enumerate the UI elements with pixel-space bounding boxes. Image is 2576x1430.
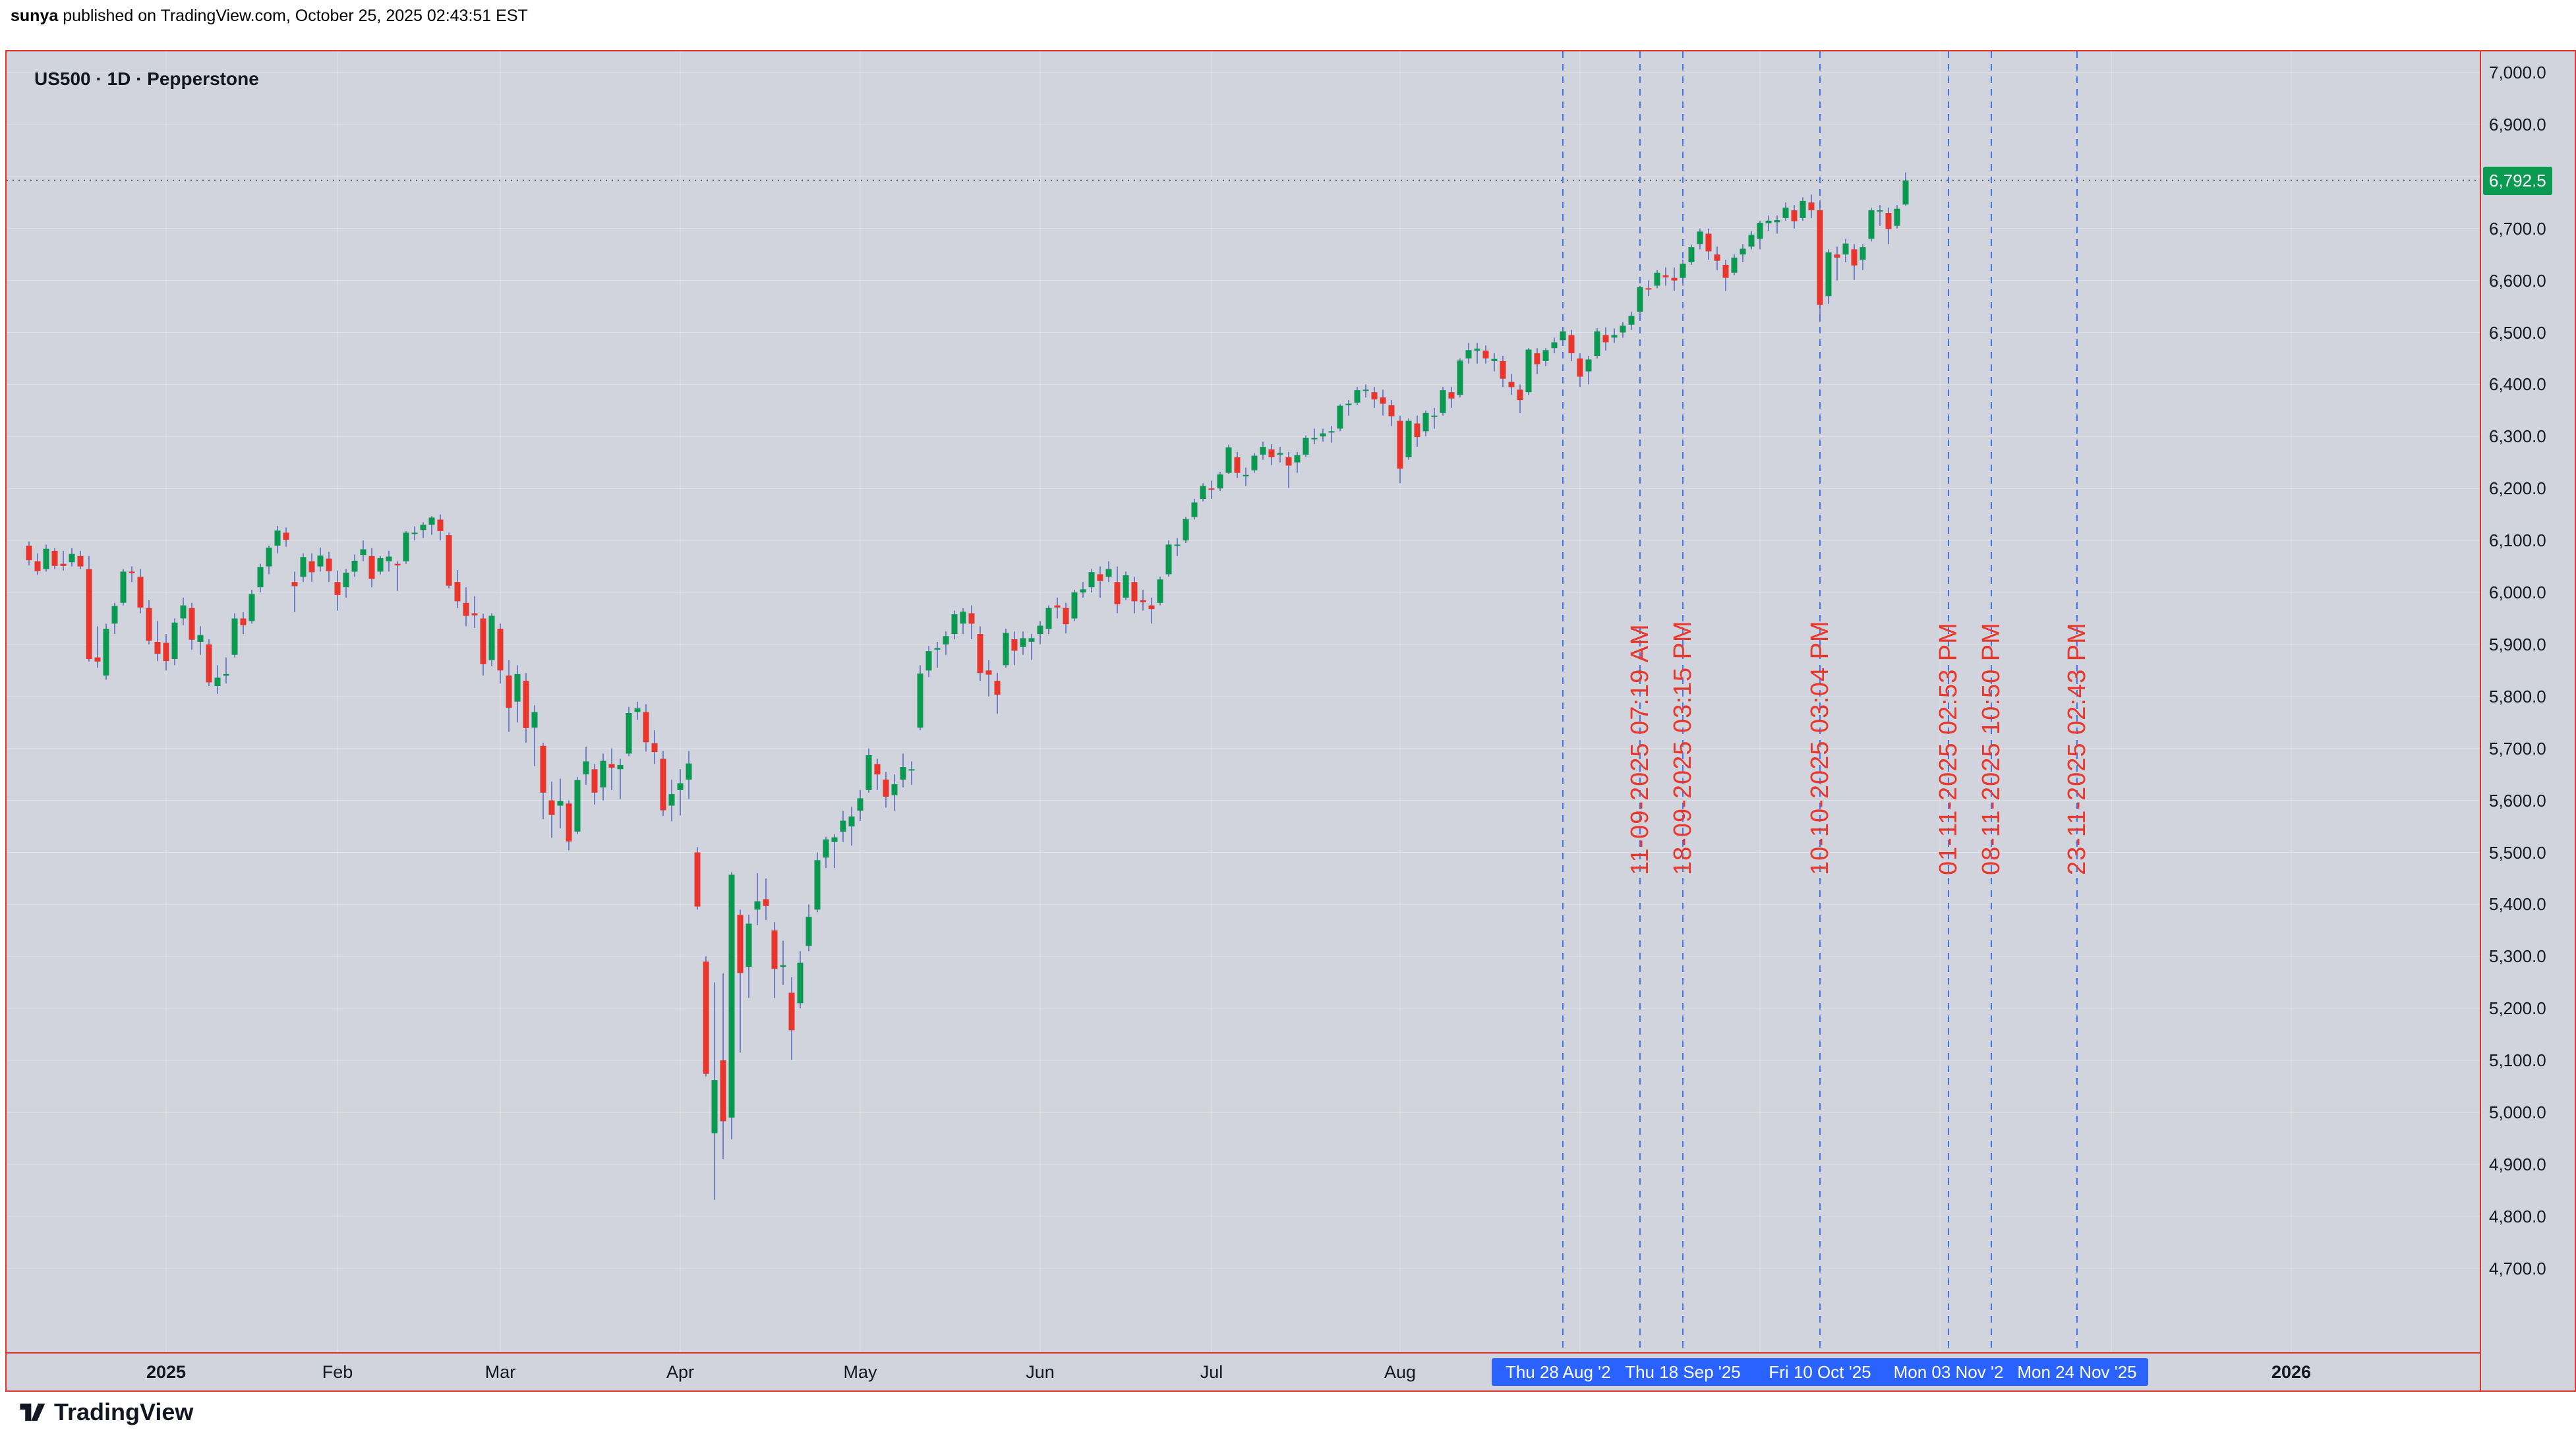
published-text: published on TradingView.com, October 25…: [58, 7, 528, 25]
time-axis-month-label: Jul: [1200, 1362, 1223, 1382]
price-axis-label: 6,700.0: [2489, 218, 2546, 239]
time-axis-month-label: May: [843, 1362, 877, 1382]
event-label: 10-10-2025 03:04 PM: [1806, 620, 1834, 875]
price-axis-label: 7,000.0: [2489, 63, 2546, 82]
price-axis-label: 4,700.0: [2489, 1258, 2546, 1278]
price-axis-label: 5,600.0: [2489, 790, 2546, 811]
price-axis-label: 4,800.0: [2489, 1206, 2546, 1226]
current-price-tag: 6,792.5: [2483, 166, 2552, 195]
time-axis-month-label: Jun: [1026, 1362, 1055, 1382]
price-axis-label: 5,900.0: [2489, 634, 2546, 654]
publisher-name: sunya: [11, 7, 59, 25]
price-axis-label: 5,500.0: [2489, 842, 2546, 863]
price-axis-label: 5,100.0: [2489, 1050, 2546, 1071]
price-axis-label: 6,500.0: [2489, 322, 2546, 343]
time-axis[interactable]: 2025 Feb Mar Apr May Jun Jul Aug 2026 Thu 28 Aug …: [7, 1352, 2480, 1390]
time-axis-month-label: Apr: [666, 1362, 695, 1382]
published-line: sunya published on TradingView.com, Octo…: [11, 7, 528, 26]
event-label: 08-11-2025 10:50 PM: [1977, 622, 2005, 875]
tradingview-link[interactable]: TradingView: [20, 1398, 193, 1426]
event-label: 01-11-2025 02:53 PM: [1935, 622, 1962, 875]
event-label: 18-09-2025 03:15 PM: [1669, 620, 1697, 875]
price-axis-label: 5,400.0: [2489, 894, 2546, 915]
price-axis-label: 5,800.0: [2489, 686, 2546, 706]
price-axis-label: 6,300.0: [2489, 426, 2546, 447]
price-axis-label: 6,400.0: [2489, 374, 2546, 395]
event-label: 23-11-2025 02:43 PM: [2063, 622, 2091, 875]
time-axis-month-label: Aug: [1384, 1362, 1417, 1382]
price-axis[interactable]: 7,000.06,900.06,800.06,700.06,600.06,500…: [2480, 51, 2575, 1390]
brand-name: TradingView: [54, 1398, 194, 1425]
event-date-tag: Mon 24 Nov '25: [2006, 1358, 2148, 1386]
price-axis-label: 6,000.0: [2489, 583, 2546, 602]
price-axis-label: 5,700.0: [2489, 738, 2546, 758]
price-axis-label: 6,200.0: [2489, 478, 2546, 499]
price-axis-label: 5,200.0: [2489, 998, 2546, 1019]
tradingview-logo-icon: [20, 1403, 45, 1421]
time-axis-month-label: Feb: [322, 1362, 353, 1382]
price-axis-label: 6,100.0: [2489, 530, 2546, 551]
price-axis-label: 4,900.0: [2489, 1154, 2546, 1174]
event-label: 11-09-2025 07:19 AM: [1626, 623, 1654, 875]
price-axis-label: 6,900.0: [2489, 114, 2546, 134]
event-date-tag: Thu 18 Sep '25: [1612, 1358, 1754, 1386]
time-axis-year-label: 2026: [2271, 1362, 2312, 1382]
price-axis-label: 5,000.0: [2489, 1102, 2546, 1122]
price-axis-label: 6,600.0: [2489, 270, 2546, 291]
time-axis-month-label: Mar: [484, 1362, 516, 1382]
candlestick-chart[interactable]: 11-09-2025 07:19 AM 18-09-2025 03:15 PM 10…: [7, 51, 2480, 1352]
candles-svg: 11-09-2025 07:19 AM 18-09-2025 03:15 PM 10…: [7, 51, 2480, 1352]
event-date-tag: Mon 03 Nov '2: [1877, 1358, 2020, 1386]
footer: TradingView: [0, 1392, 2576, 1430]
chart-frame: US500 · 1D · Pepperstone 11-09-2025 07:1…: [5, 50, 2576, 1392]
event-date-tag: Fri 10 Oct '25: [1749, 1358, 1891, 1386]
event-date-tag: Thu 28 Aug '25: [1492, 1358, 1634, 1386]
chart-legend: US500 · 1D · Pepperstone: [34, 69, 259, 89]
time-axis-year-label: 2025: [146, 1362, 187, 1382]
price-axis-label: 5,300.0: [2489, 946, 2546, 967]
